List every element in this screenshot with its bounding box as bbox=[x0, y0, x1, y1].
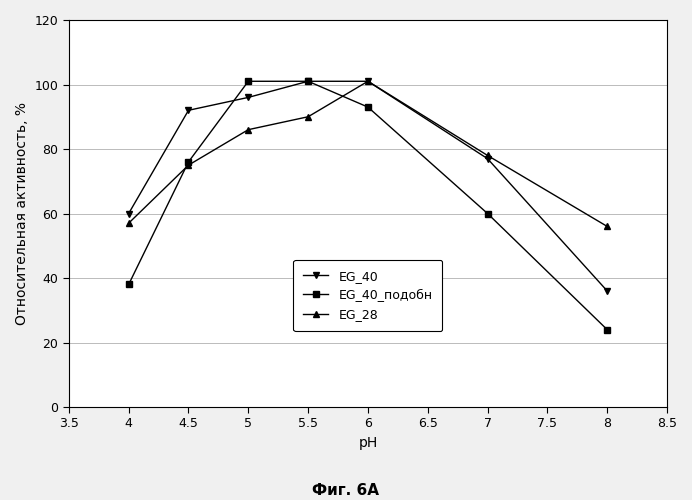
EG_40 bbox=[244, 94, 253, 100]
EG_40 bbox=[125, 210, 133, 216]
EG_28 bbox=[603, 224, 611, 230]
X-axis label: pH: pH bbox=[358, 436, 378, 450]
EG_28 bbox=[484, 152, 492, 158]
EG_40 bbox=[603, 288, 611, 294]
Line: EG_40: EG_40 bbox=[125, 78, 610, 294]
Line: EG_28: EG_28 bbox=[125, 78, 610, 230]
EG_40 bbox=[484, 156, 492, 162]
Line: EG_40_подобн: EG_40_подобн bbox=[125, 78, 610, 333]
EG_28 bbox=[304, 114, 312, 120]
EG_28 bbox=[244, 126, 253, 132]
Text: Фиг. 6A: Фиг. 6A bbox=[313, 483, 379, 498]
EG_40_подобн bbox=[364, 104, 372, 110]
EG_40_подобн bbox=[184, 159, 192, 165]
EG_40_подобн bbox=[603, 326, 611, 332]
Y-axis label: Относительная активность, %: Относительная активность, % bbox=[15, 102, 29, 325]
EG_40_подобн bbox=[125, 282, 133, 288]
EG_40 bbox=[304, 78, 312, 84]
EG_40_подобн bbox=[484, 210, 492, 216]
EG_40_подобн bbox=[244, 78, 253, 84]
EG_28 bbox=[364, 78, 372, 84]
EG_28 bbox=[125, 220, 133, 226]
EG_40 bbox=[364, 78, 372, 84]
EG_40_подобн bbox=[304, 78, 312, 84]
EG_40 bbox=[184, 108, 192, 114]
Legend: EG_40, EG_40_подобн, EG_28: EG_40, EG_40_подобн, EG_28 bbox=[293, 260, 442, 331]
EG_28 bbox=[184, 162, 192, 168]
